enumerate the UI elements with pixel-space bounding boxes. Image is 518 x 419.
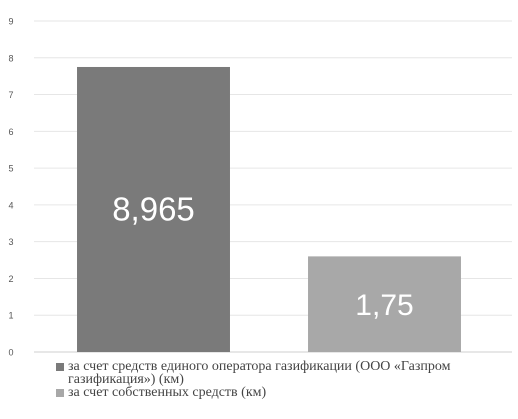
y-tick-label: 1 xyxy=(8,311,13,321)
legend-swatch-own xyxy=(56,389,64,397)
legend-item-operator: за счет средств единого оператора газифи… xyxy=(56,359,512,387)
y-tick-label: 4 xyxy=(8,200,13,210)
legend-swatch-operator xyxy=(56,363,64,371)
y-tick-label: 2 xyxy=(8,274,13,284)
bar-1 xyxy=(77,66,230,352)
legend-label-operator: за счет средств единого оператора газифи… xyxy=(68,359,451,387)
y-tick-label: 0 xyxy=(8,348,13,358)
y-tick-label: 7 xyxy=(8,90,13,100)
y-tick-label: 6 xyxy=(8,127,13,137)
data-labels: 8,965 1,75 xyxy=(112,190,413,322)
y-tick-label: 9 xyxy=(8,17,13,27)
legend: за счет средств единого оператора газифи… xyxy=(56,359,512,400)
y-tick-label: 5 xyxy=(8,164,13,174)
legend-item-own: за счет собственных средств (км) xyxy=(56,385,512,400)
bars xyxy=(77,66,461,352)
y-tick-label: 8 xyxy=(8,53,13,63)
legend-label-own: за счет собственных средств (км) xyxy=(68,385,267,400)
y-axis-ticks: 0 1 2 3 4 5 6 7 8 9 xyxy=(8,17,13,358)
data-label-2: 1,75 xyxy=(355,289,413,322)
bar-2 xyxy=(308,256,461,352)
data-label-1: 8,965 xyxy=(112,190,195,227)
y-tick-label: 3 xyxy=(8,237,13,247)
